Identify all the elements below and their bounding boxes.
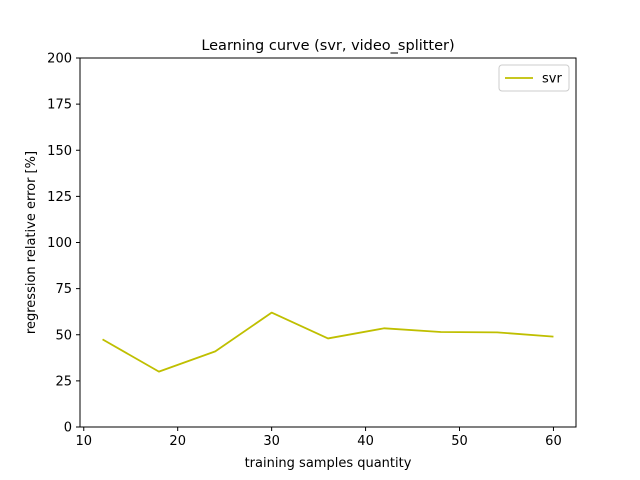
legend-box — [498, 64, 570, 92]
y-tick-label: 150 — [47, 144, 72, 159]
series-line-svr — [102, 311, 554, 373]
legend-label-svr: svr — [542, 72, 562, 87]
y-tick-label: 100 — [47, 236, 72, 251]
chart-title: Learning curve (svr, video_splitter) — [201, 38, 454, 54]
y-tick-label: 175 — [47, 98, 72, 113]
y-tick-label: 75 — [55, 282, 72, 297]
x-tick-label: 20 — [169, 434, 186, 449]
x-tick-label: 40 — [357, 434, 374, 449]
y-tick-label: 125 — [47, 190, 72, 205]
y-tick-label: 0 — [64, 421, 72, 436]
y-tick-label: 25 — [55, 374, 72, 389]
x-tick-label: 10 — [75, 434, 92, 449]
legend: svr — [498, 64, 570, 92]
x-tick-label: 50 — [451, 434, 468, 449]
plot-area: 10 20 30 40 50 60 0 25 50 75 100 125 150 175 200 — [47, 52, 577, 449]
x-tick-label: 60 — [545, 434, 562, 449]
y-axis-label: regression relative error [%] — [24, 151, 39, 334]
y-tick-label: 200 — [47, 52, 72, 67]
y-tick-label: 50 — [55, 328, 72, 343]
x-tick-label: 30 — [263, 434, 280, 449]
x-axis-label: training samples quantity — [245, 456, 412, 471]
